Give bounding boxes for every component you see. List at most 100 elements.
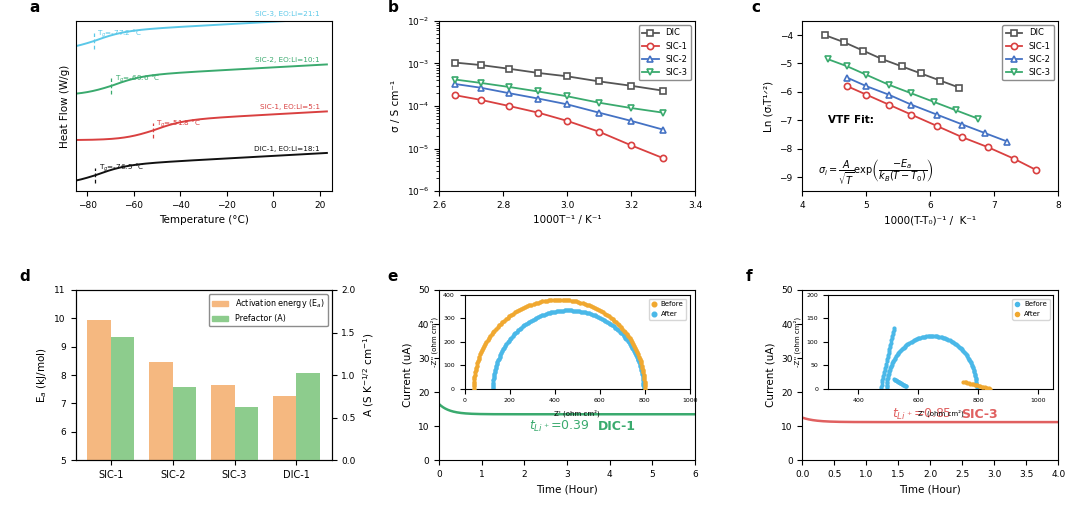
DIC	[503, 66, 516, 72]
DIC	[876, 56, 889, 62]
Text: SIC-2, EO:Li=10:1: SIC-2, EO:Li=10:1	[255, 57, 320, 63]
Bar	[273, 396, 296, 523]
SIC-1	[882, 101, 895, 108]
SIC-1	[561, 118, 573, 124]
SIC-3	[822, 56, 835, 62]
Text: c: c	[752, 1, 760, 15]
Bar	[149, 362, 173, 523]
Text: $\sigma_i = \dfrac{A}{\sqrt{T}} \exp\!\left(\dfrac{-E_a}{k_B(T-T_0)}\right)$: $\sigma_i = \dfrac{A}{\sqrt{T}} \exp\!\l…	[818, 157, 933, 187]
SIC-1	[840, 83, 853, 89]
Legend: DIC, SIC-1, SIC-2, SIC-3: DIC, SIC-1, SIC-2, SIC-3	[638, 25, 691, 80]
SIC-3	[882, 82, 895, 88]
Bar	[173, 387, 197, 460]
DIC	[474, 62, 487, 68]
SIC-2	[840, 75, 853, 81]
Y-axis label: Current (uA): Current (uA)	[402, 343, 413, 407]
Text: T$_g$=-51.8 °C: T$_g$=-51.8 °C	[157, 117, 201, 130]
Legend: DIC, SIC-1, SIC-2, SIC-3: DIC, SIC-1, SIC-2, SIC-3	[1002, 25, 1054, 80]
SIC-1	[982, 144, 995, 150]
DIC	[953, 85, 966, 91]
Text: $t_{Li^+}$=0.39: $t_{Li^+}$=0.39	[528, 418, 589, 434]
DIC	[593, 78, 606, 85]
SIC-3	[972, 116, 985, 122]
DIC	[933, 77, 946, 84]
DIC	[915, 70, 928, 76]
DIC	[561, 73, 573, 79]
Bar	[111, 337, 134, 460]
Y-axis label: σ / S cm⁻¹: σ / S cm⁻¹	[391, 80, 401, 132]
Y-axis label: Current (uA): Current (uA)	[766, 343, 775, 407]
Text: SIC-1, EO:Li=5:1: SIC-1, EO:Li=5:1	[260, 104, 320, 110]
SIC-3	[624, 105, 637, 111]
SIC-1	[956, 134, 969, 140]
Text: T$_g$=-69.6 °C: T$_g$=-69.6 °C	[114, 72, 160, 85]
SIC-1	[448, 92, 461, 98]
SIC-3	[860, 72, 873, 78]
SIC-2	[978, 130, 991, 136]
Text: f: f	[746, 269, 753, 285]
SIC-1	[593, 129, 606, 135]
SIC-3	[448, 76, 461, 83]
SIC-2	[474, 85, 487, 91]
SIC-2	[905, 101, 918, 108]
Text: DIC-1, EO:Li=18:1: DIC-1, EO:Li=18:1	[254, 145, 320, 152]
SIC-3	[593, 99, 606, 106]
SIC-2	[956, 121, 969, 128]
X-axis label: Temperature (°C): Temperature (°C)	[159, 215, 248, 225]
Y-axis label: E$_a$ (kJ/mol): E$_a$ (kJ/mol)	[35, 347, 49, 403]
X-axis label: Time (Hour): Time (Hour)	[536, 484, 598, 495]
DIC	[838, 39, 851, 46]
Text: b: b	[388, 1, 399, 15]
DIC	[624, 83, 637, 89]
Text: T$_g$=-76.5 °C: T$_g$=-76.5 °C	[99, 162, 144, 174]
Text: a: a	[29, 1, 40, 15]
Text: SIC-3: SIC-3	[961, 407, 998, 420]
Line: SIC-2: SIC-2	[845, 75, 1010, 145]
X-axis label: 1000T⁻¹ / K⁻¹: 1000T⁻¹ / K⁻¹	[532, 215, 602, 225]
SIC-3	[905, 90, 918, 96]
Line: SIC-3: SIC-3	[825, 56, 982, 122]
SIC-1	[657, 155, 670, 161]
DIC	[819, 32, 832, 38]
SIC-1	[624, 142, 637, 149]
Y-axis label: A (S K$^{-1/2}$ cm$^{-1}$): A (S K$^{-1/2}$ cm$^{-1}$)	[361, 333, 376, 417]
SIC-2	[657, 127, 670, 133]
SIC-1	[474, 97, 487, 103]
SIC-3	[561, 93, 573, 99]
Bar	[87, 320, 111, 523]
DIC	[856, 48, 869, 54]
SIC-2	[624, 118, 637, 124]
DIC	[657, 87, 670, 94]
Line: SIC-1: SIC-1	[451, 92, 666, 161]
Text: VTF Fit:: VTF Fit:	[828, 115, 874, 125]
Text: SIC-3, EO:Li=21:1: SIC-3, EO:Li=21:1	[255, 12, 320, 17]
SIC-1	[930, 123, 943, 129]
Line: SIC-1: SIC-1	[845, 83, 1039, 173]
SIC-2	[860, 83, 873, 89]
Text: T$_g$=-77.2 °C: T$_g$=-77.2 °C	[97, 28, 141, 40]
Text: e: e	[388, 269, 399, 285]
SIC-2	[1001, 139, 1014, 145]
Bar	[234, 407, 258, 460]
Y-axis label: Ln (σᵢT¹ᐟ²): Ln (σᵢT¹ᐟ²)	[764, 81, 774, 132]
X-axis label: 1000(T-T₀)⁻¹ /  K⁻¹: 1000(T-T₀)⁻¹ / K⁻¹	[885, 215, 976, 225]
SIC-3	[840, 63, 853, 70]
SIC-2	[531, 95, 544, 101]
X-axis label: Time (Hour): Time (Hour)	[900, 484, 961, 495]
SIC-2	[503, 90, 516, 96]
SIC-1	[905, 111, 918, 118]
SIC-1	[860, 92, 873, 98]
SIC-3	[657, 109, 670, 116]
Text: DIC-1: DIC-1	[597, 419, 636, 433]
Legend: Activation energy (E$_a$), Prefactor (A): Activation energy (E$_a$), Prefactor (A)	[208, 294, 327, 326]
DIC	[448, 60, 461, 66]
SIC-2	[930, 111, 943, 118]
Text: d: d	[19, 269, 30, 285]
SIC-2	[882, 92, 895, 98]
SIC-3	[503, 84, 516, 90]
Y-axis label: Heat Flow (W/g): Heat Flow (W/g)	[60, 64, 70, 147]
SIC-1	[503, 103, 516, 109]
SIC-3	[474, 80, 487, 86]
SIC-3	[949, 107, 962, 113]
SIC-2	[561, 101, 573, 107]
